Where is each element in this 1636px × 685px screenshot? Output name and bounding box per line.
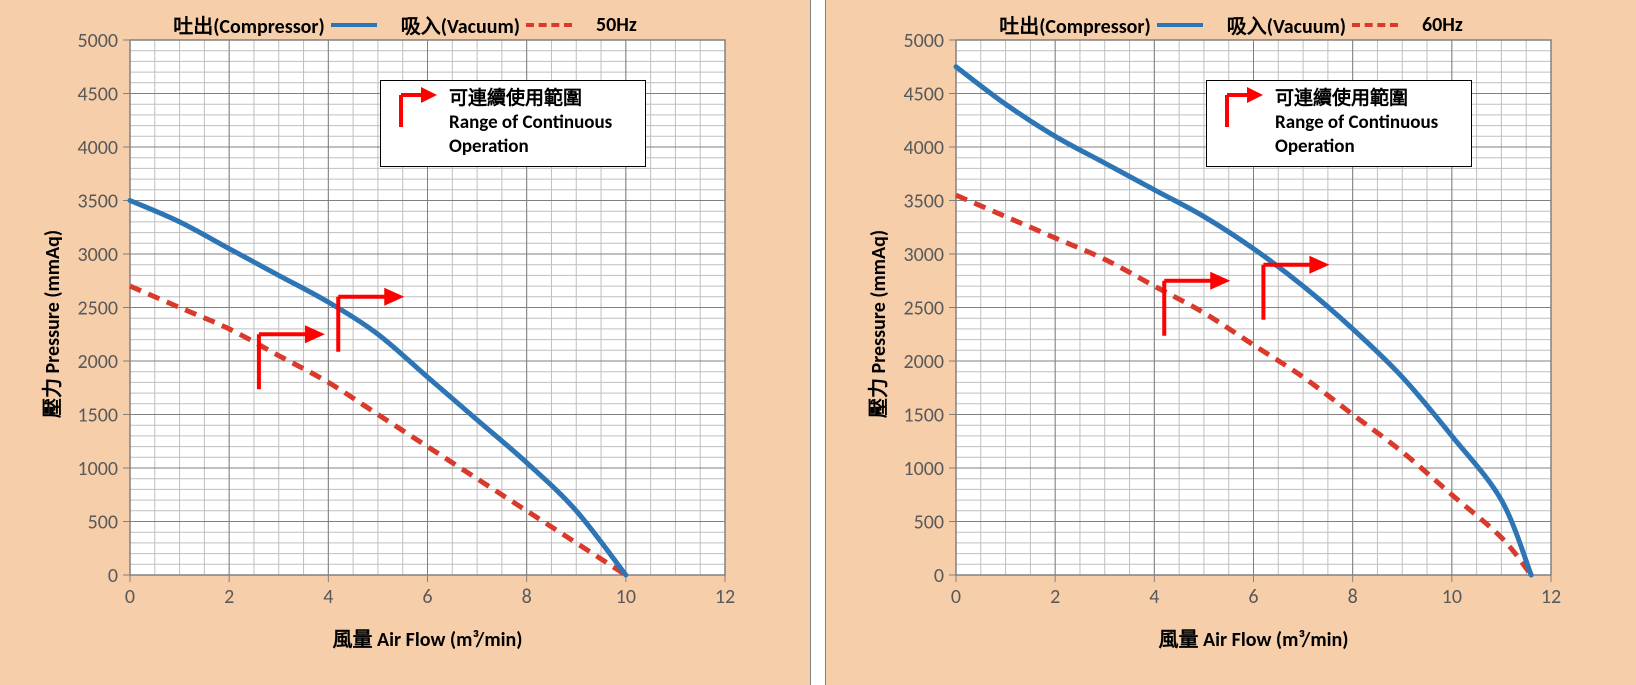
- y-tick-label: 1500: [77, 404, 118, 428]
- note-line-en-1: Range of Continuous: [449, 111, 612, 135]
- x-tick-label: 2: [1050, 585, 1060, 609]
- range-arrow-icon: [1219, 87, 1265, 140]
- x-tick-label: 4: [323, 585, 333, 609]
- x-tick-label: 6: [1248, 585, 1258, 609]
- panel-divider: [810, 0, 826, 685]
- x-tick-label: 10: [616, 585, 636, 609]
- y-tick-label: 2000: [77, 350, 118, 374]
- note-text: 可連續使用範圍Range of ContinuousOperation: [1275, 87, 1438, 158]
- y-tick-label: 3000: [77, 243, 118, 267]
- x-tick-label: 0: [125, 585, 135, 609]
- y-axis-title: 壓力 Pressure (mmAq): [36, 229, 65, 417]
- x-tick-label: 2: [224, 585, 234, 609]
- x-tick-label: 0: [951, 585, 961, 609]
- note-text: 可連續使用範圍Range of ContinuousOperation: [449, 87, 612, 158]
- y-tick-label: 3000: [903, 243, 944, 267]
- note-line-en-2: Operation: [449, 135, 612, 159]
- y-tick-label: 3500: [77, 190, 118, 214]
- y-tick-label: 4500: [903, 83, 944, 107]
- y-tick-label: 3500: [903, 190, 944, 214]
- x-tick-label: 8: [1348, 585, 1358, 609]
- y-tick-label: 1000: [77, 457, 118, 481]
- y-tick-label: 2000: [903, 350, 944, 374]
- y-tick-label: 500: [914, 511, 944, 535]
- x-tick-label: 12: [715, 585, 735, 609]
- x-tick-label: 6: [422, 585, 432, 609]
- y-tick-label: 0: [108, 564, 118, 588]
- x-axis-title: 風量 Air Flow (m³/min): [130, 623, 725, 652]
- y-tick-label: 5000: [77, 29, 118, 53]
- y-tick-label: 5000: [903, 29, 944, 53]
- chart-panel-50hz: 吐出(Compressor)吸入(Vacuum)50Hz024681012050…: [0, 0, 810, 685]
- y-tick-label: 2500: [77, 297, 118, 321]
- chart-panel-60hz: 吐出(Compressor)吸入(Vacuum)60Hz024681012050…: [826, 0, 1636, 685]
- x-tick-label: 12: [1541, 585, 1561, 609]
- y-tick-label: 1500: [903, 404, 944, 428]
- y-tick-label: 1000: [903, 457, 944, 481]
- y-tick-label: 4500: [77, 83, 118, 107]
- note-line-en-1: Range of Continuous: [1275, 111, 1438, 135]
- y-tick-label: 2500: [903, 297, 944, 321]
- y-tick-label: 500: [88, 511, 118, 535]
- continuous-range-note: 可連續使用範圍Range of ContinuousOperation: [1206, 80, 1472, 167]
- x-axis-title: 風量 Air Flow (m³/min): [956, 623, 1551, 652]
- y-tick-label: 4000: [77, 136, 118, 160]
- page-wrapper: 吐出(Compressor)吸入(Vacuum)50Hz024681012050…: [0, 0, 1636, 685]
- x-tick-label: 4: [1149, 585, 1159, 609]
- x-tick-label: 10: [1442, 585, 1462, 609]
- y-tick-label: 4000: [903, 136, 944, 160]
- note-line-en-2: Operation: [1275, 135, 1438, 159]
- note-line-zh: 可連續使用範圍: [1275, 87, 1438, 111]
- continuous-range-note: 可連續使用範圍Range of ContinuousOperation: [380, 80, 646, 167]
- y-tick-label: 0: [934, 564, 944, 588]
- note-line-zh: 可連續使用範圍: [449, 87, 612, 111]
- x-tick-label: 8: [522, 585, 532, 609]
- range-arrow-icon: [393, 87, 439, 140]
- y-axis-title: 壓力 Pressure (mmAq): [862, 229, 891, 417]
